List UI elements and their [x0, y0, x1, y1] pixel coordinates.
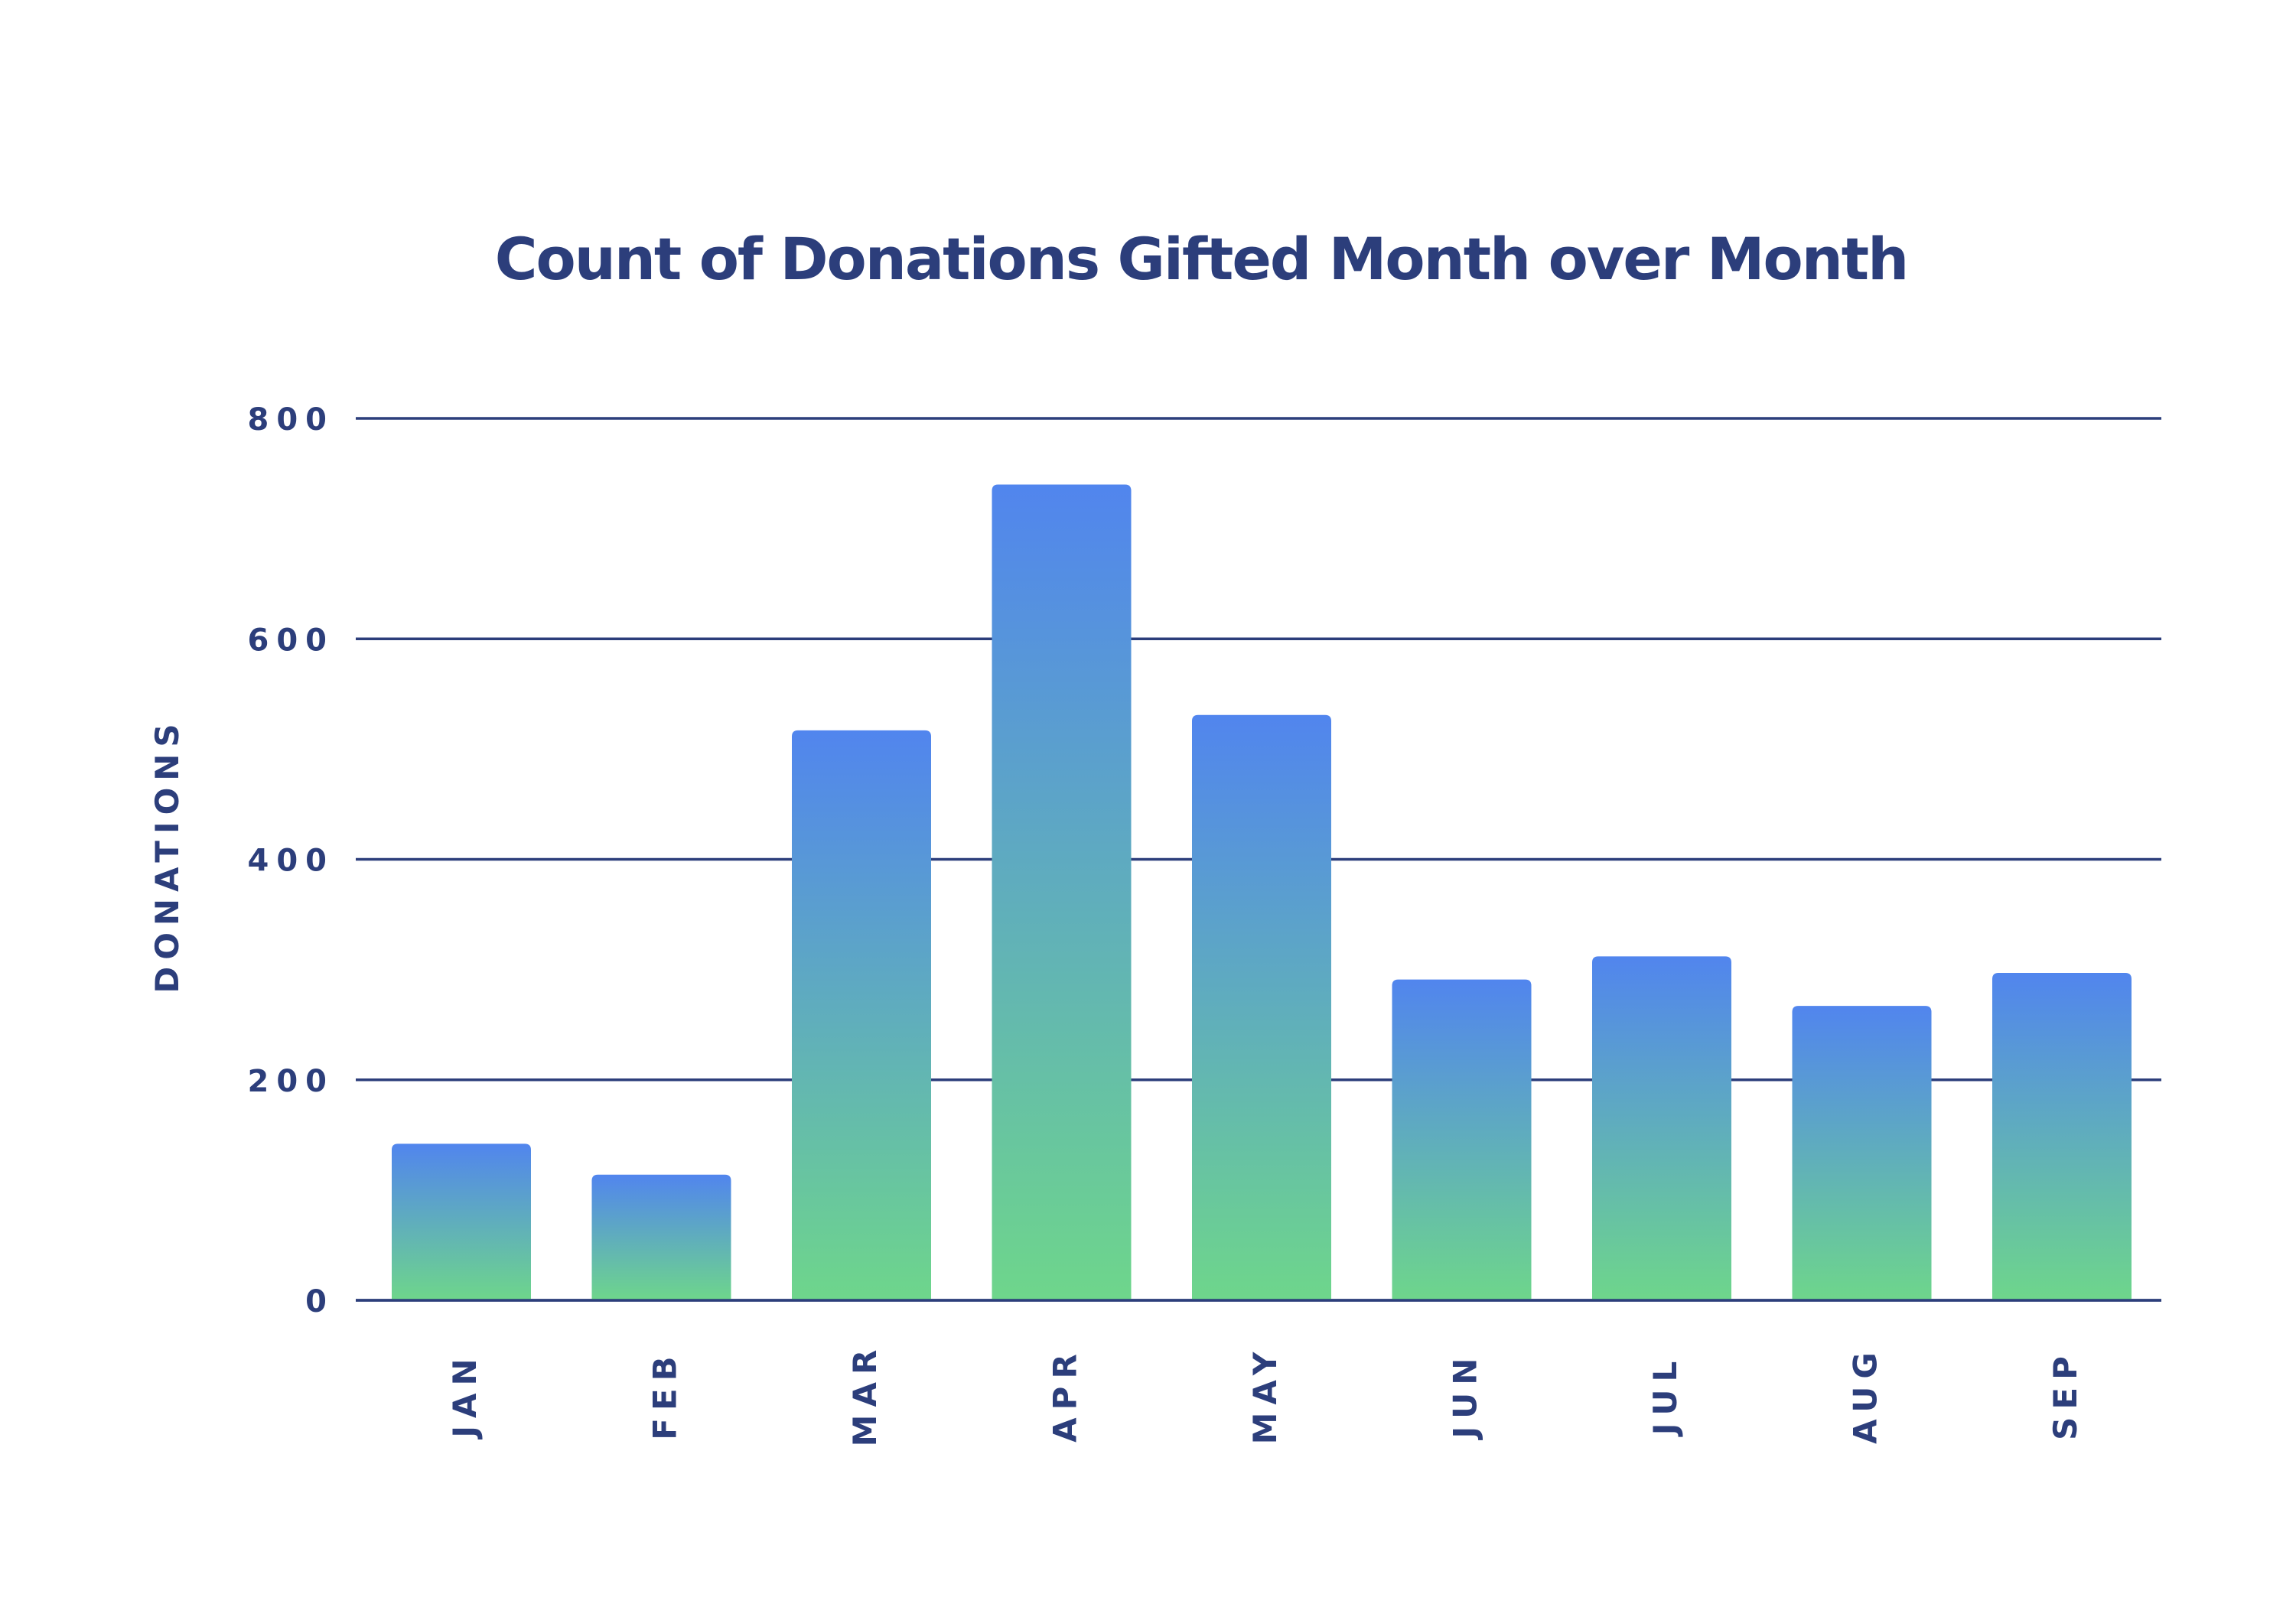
bar-feb — [591, 1174, 731, 1300]
category-label-aug: AUG — [1847, 1345, 1884, 1444]
category-label-jun: JUN — [1447, 1351, 1484, 1441]
bar-aug — [1792, 1006, 1932, 1300]
category-label-mar: MAR — [846, 1342, 884, 1447]
bar-mar — [792, 730, 931, 1300]
y-axis-tick-labels: 0 200 400 600 800 — [248, 402, 335, 1319]
y-tick-label-200: 200 — [248, 1064, 335, 1099]
bar-jul — [1592, 956, 1731, 1300]
category-label-jul: JUL — [1646, 1354, 1684, 1438]
category-label-feb: FEB — [646, 1348, 684, 1439]
category-label-sep: SEP — [2047, 1348, 2084, 1440]
bar-jan — [392, 1143, 531, 1300]
category-label-apr: APR — [1047, 1346, 1084, 1443]
y-tick-label-600: 600 — [248, 623, 335, 658]
bar-may — [1192, 714, 1331, 1300]
y-tick-label-0: 0 — [305, 1284, 334, 1319]
y-tick-label-800: 800 — [248, 402, 335, 438]
bar-jun — [1392, 979, 1532, 1300]
chart-title: Count of Donations Gifted Month over Mon… — [495, 225, 1908, 293]
bars — [392, 484, 2132, 1300]
category-label-jan: JAN — [446, 1351, 484, 1439]
x-axis-category-labels: JAN FEB MAR APR MAY JUN JUL AUG SEP — [446, 1342, 2084, 1447]
y-axis-title: DONATIONS — [148, 717, 186, 993]
bar-apr — [992, 484, 1132, 1300]
category-label-may: MAY — [1246, 1345, 1284, 1445]
y-tick-label-400: 400 — [248, 844, 335, 879]
bar-sep — [1992, 972, 2132, 1300]
